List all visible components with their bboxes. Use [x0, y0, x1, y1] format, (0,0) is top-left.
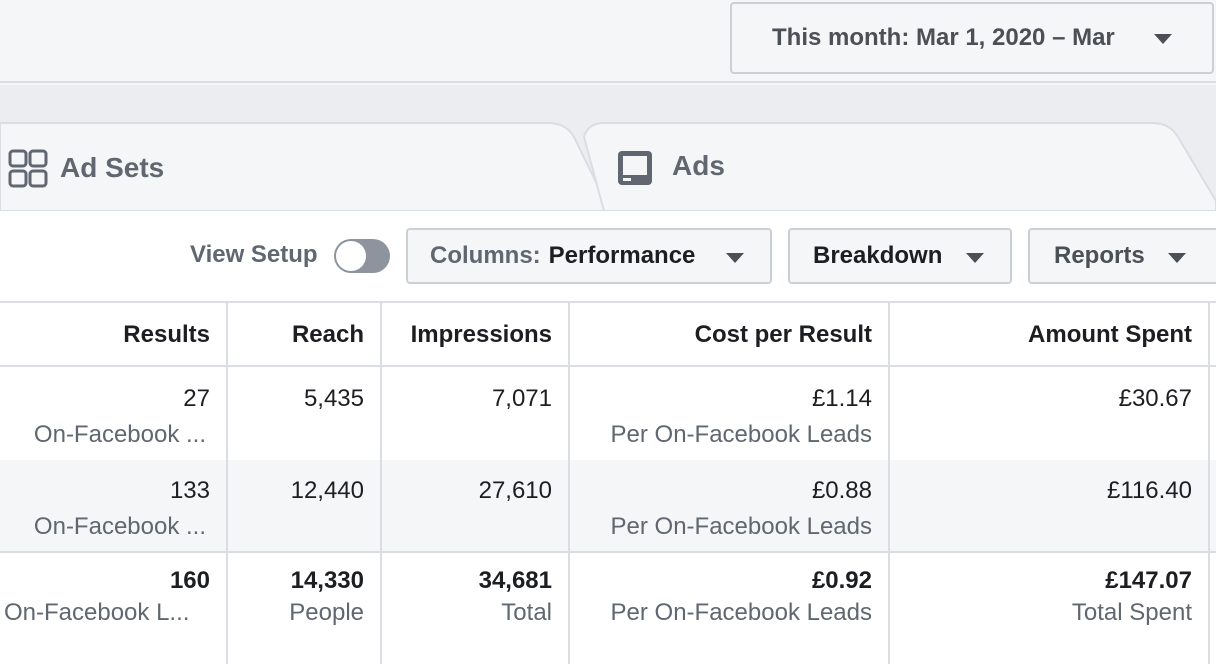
header-results[interactable]: Results [123, 321, 210, 348]
header-impressions[interactable]: Impressions [410, 321, 552, 348]
column-divider [226, 303, 228, 664]
total-reach: 14,330 [290, 567, 364, 594]
header-divider [0, 365, 1216, 367]
view-setup-label: View Setup [190, 241, 318, 268]
cell-amount-spent: £30.67 [1118, 385, 1192, 412]
grid-icon [8, 149, 48, 188]
cell-cost-per-result: £0.88 [811, 477, 872, 504]
header-cost-per-result[interactable]: Cost per Result [694, 321, 872, 348]
chevron-down-icon [1154, 34, 1172, 44]
tab-label-ads: Ads [672, 150, 725, 181]
cell-results: 27 [183, 385, 210, 412]
totals-divider [0, 551, 1216, 553]
date-range-label: This month: Mar 1, 2020 – Mar [772, 24, 1115, 51]
column-divider [1208, 303, 1210, 664]
chevron-down-icon [1168, 253, 1186, 263]
cell-cost-sub: Per On-Facebook Leads [610, 513, 872, 540]
level-tabs: Ad Sets Ads [0, 85, 1216, 211]
header-amount-spent[interactable]: Amount Spent [1028, 321, 1192, 348]
total-impressions-sub: Total [501, 599, 552, 626]
breakdown-button[interactable]: Breakdown [788, 228, 1012, 284]
total-cost-sub: Per On-Facebook Leads [610, 599, 872, 626]
cell-cost-sub: Per On-Facebook Leads [610, 421, 872, 448]
cell-amount-spent: £116.40 [1107, 477, 1192, 504]
total-results: 160 [169, 567, 210, 594]
tab-shapes [0, 122, 1216, 211]
column-divider [568, 303, 570, 664]
column-divider [380, 303, 382, 664]
columns-prefix: Columns: [430, 242, 541, 269]
cell-results-sub: On-Facebook ... [33, 421, 206, 448]
column-divider [888, 303, 890, 664]
reports-button[interactable]: Reports [1028, 228, 1216, 284]
total-amount-spent: £147.07 [1105, 567, 1192, 594]
header-reach[interactable]: Reach [291, 321, 364, 348]
view-setup-toggle[interactable] [334, 239, 390, 273]
cell-impressions: 27,610 [478, 477, 552, 504]
top-bar: This month: Mar 1, 2020 – Mar [0, 0, 1216, 83]
toggle-knob [336, 241, 366, 271]
cell-results: 133 [169, 477, 210, 504]
cell-results-sub: On-Facebook ... [33, 513, 206, 540]
columns-button[interactable]: Columns: Performance [406, 228, 772, 284]
cell-impressions: 7,071 [491, 385, 552, 412]
table-toolbar: View Setup Columns: Performance Breakdow… [0, 211, 1216, 301]
total-results-sub: On-Facebook L... [4, 599, 190, 626]
ad-preview-icon [618, 151, 652, 185]
chevron-down-icon [966, 253, 984, 263]
date-range-button[interactable]: This month: Mar 1, 2020 – Mar [730, 2, 1214, 74]
cell-cost-per-result: £1.14 [811, 385, 872, 412]
cell-reach: 5,435 [303, 385, 364, 412]
tab-ads[interactable]: Ads [600, 125, 1200, 209]
total-impressions: 34,681 [478, 567, 552, 594]
tab-label-ad-sets: Ad Sets [60, 152, 165, 183]
cell-reach: 12,440 [290, 477, 364, 504]
breakdown-label: Breakdown [813, 242, 943, 269]
row-highlight [0, 460, 1216, 552]
results-table: Results Reach Impressions Cost per Resul… [0, 301, 1216, 664]
columns-value: Performance [548, 242, 696, 269]
total-cost-per-result: £0.92 [811, 567, 872, 594]
tab-ad-sets[interactable]: Ad Sets [0, 125, 570, 209]
chevron-down-icon [726, 253, 744, 263]
reports-label: Reports [1054, 242, 1145, 269]
total-reach-sub: People [289, 599, 364, 626]
total-amount-sub: Total Spent [1071, 599, 1192, 626]
